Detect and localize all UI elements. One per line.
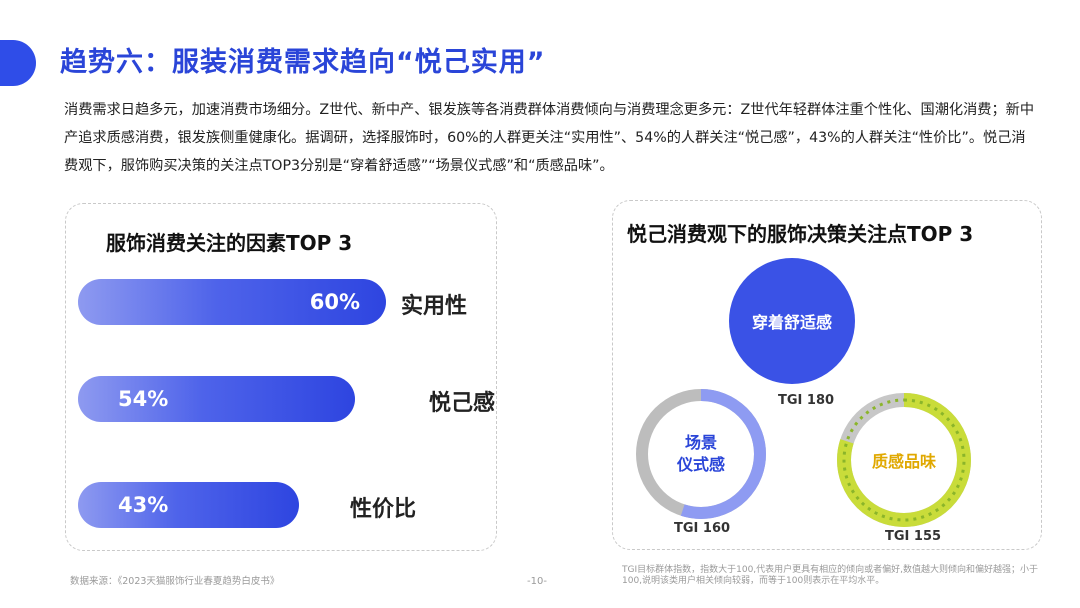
page-title: 趋势六：服装消费需求趋向“悦己实用” — [60, 47, 546, 78]
left-chart-panel — [65, 203, 497, 551]
footnote-text: TGI目标群体指数，指数大于100,代表用户更具有相应的倾向或者偏好,数值越大则… — [622, 565, 1039, 586]
left-chart-title: 服饰消费关注的因素TOP 3 — [106, 231, 353, 255]
tgi-label-quality: TGI 155 — [885, 529, 942, 544]
tgi-label-scene: TGI 160 — [674, 521, 731, 536]
bar-category-label: 性价比 — [350, 497, 417, 522]
bubble-label-quality: 质感品味 — [871, 452, 936, 471]
right-chart-panel — [612, 200, 1042, 550]
data-source: 数据来源：《2023天猫服饰行业春夏趋势白皮书》 — [70, 576, 280, 587]
tgi-label-comfort: TGI 180 — [778, 393, 835, 408]
right-chart-title: 悦己消费观下的服饰决策关注点TOP 3 — [627, 222, 974, 246]
bubble-quality: 质感品味 — [853, 409, 955, 511]
page-number: -10- — [527, 576, 547, 587]
bubble-comfort: 穿着舒适感 — [729, 258, 855, 384]
bar-2: 54% — [78, 376, 355, 422]
bar-value-label: 43% — [118, 493, 169, 517]
bubble-scene: 场景 仪式感 — [651, 404, 751, 504]
bar-category-label: 悦己感 — [429, 391, 496, 416]
bubble-label-comfort: 穿着舒适感 — [751, 313, 832, 332]
bar-value-label: 60% — [309, 290, 360, 314]
bubble-label-scene: 场景 仪式感 — [676, 433, 725, 474]
bar-category-label: 实用性 — [401, 294, 468, 319]
title-accent-tab — [0, 40, 36, 86]
intro-paragraph: 消费需求日趋多元，加速消费市场细分。Z世代、新中产、银发族等各消费群体消费倾向与… — [64, 102, 1035, 174]
bar-1: 60% — [78, 279, 386, 325]
bar-value-label: 54% — [118, 387, 169, 411]
bar-3: 43% — [78, 482, 299, 528]
